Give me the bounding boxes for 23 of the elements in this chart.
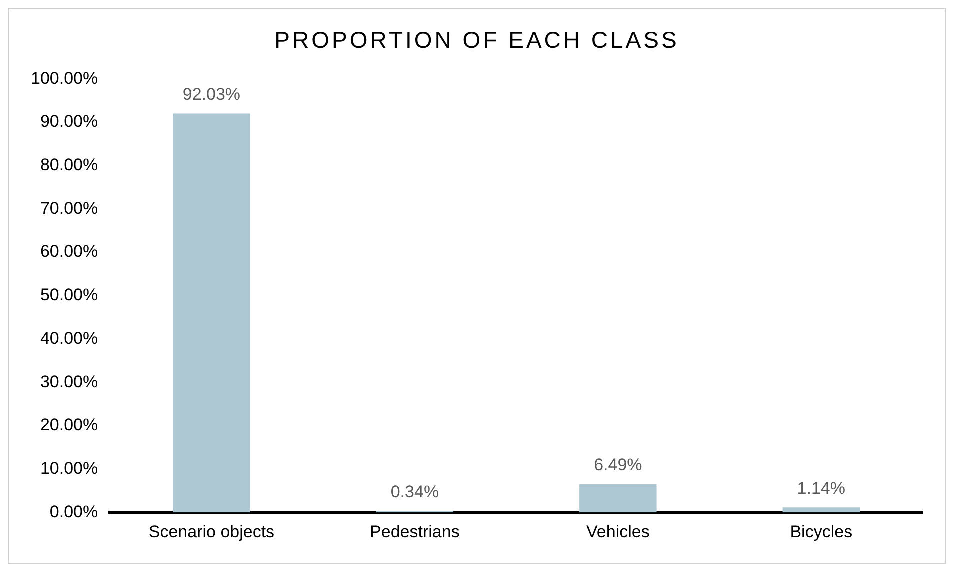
data-label: 0.34% [390, 482, 440, 502]
y-tick-label: 80.00% [40, 156, 98, 175]
x-tick-label: Pedestrians [370, 522, 460, 542]
y-tick-label: 30.00% [40, 372, 98, 392]
y-tick-label: 40.00% [40, 328, 98, 348]
x-tick-label: Scenario objects [148, 522, 275, 542]
y-tick-label: 70.00% [40, 198, 98, 218]
y-tick-label: 50.00% [40, 286, 98, 305]
y-tick-label: 20.00% [40, 416, 98, 435]
x-tick-label: Vehicles [586, 522, 650, 542]
x-tick-label: Bicycles [790, 522, 853, 542]
data-label: 1.14% [797, 478, 846, 498]
y-tick-label: 0.00% [50, 502, 98, 522]
bar [173, 114, 250, 513]
bar [580, 484, 657, 513]
chart-title: PROPORTION OF EACH CLASS [274, 26, 680, 55]
data-label: 6.49% [594, 456, 642, 475]
y-tick-label: 60.00% [40, 242, 98, 262]
y-tick-label: 90.00% [40, 112, 98, 132]
bar [782, 508, 860, 513]
y-tick-label: 10.00% [40, 458, 98, 478]
y-tick-label: 100.00% [30, 68, 98, 88]
data-label: 92.03% [182, 84, 241, 104]
